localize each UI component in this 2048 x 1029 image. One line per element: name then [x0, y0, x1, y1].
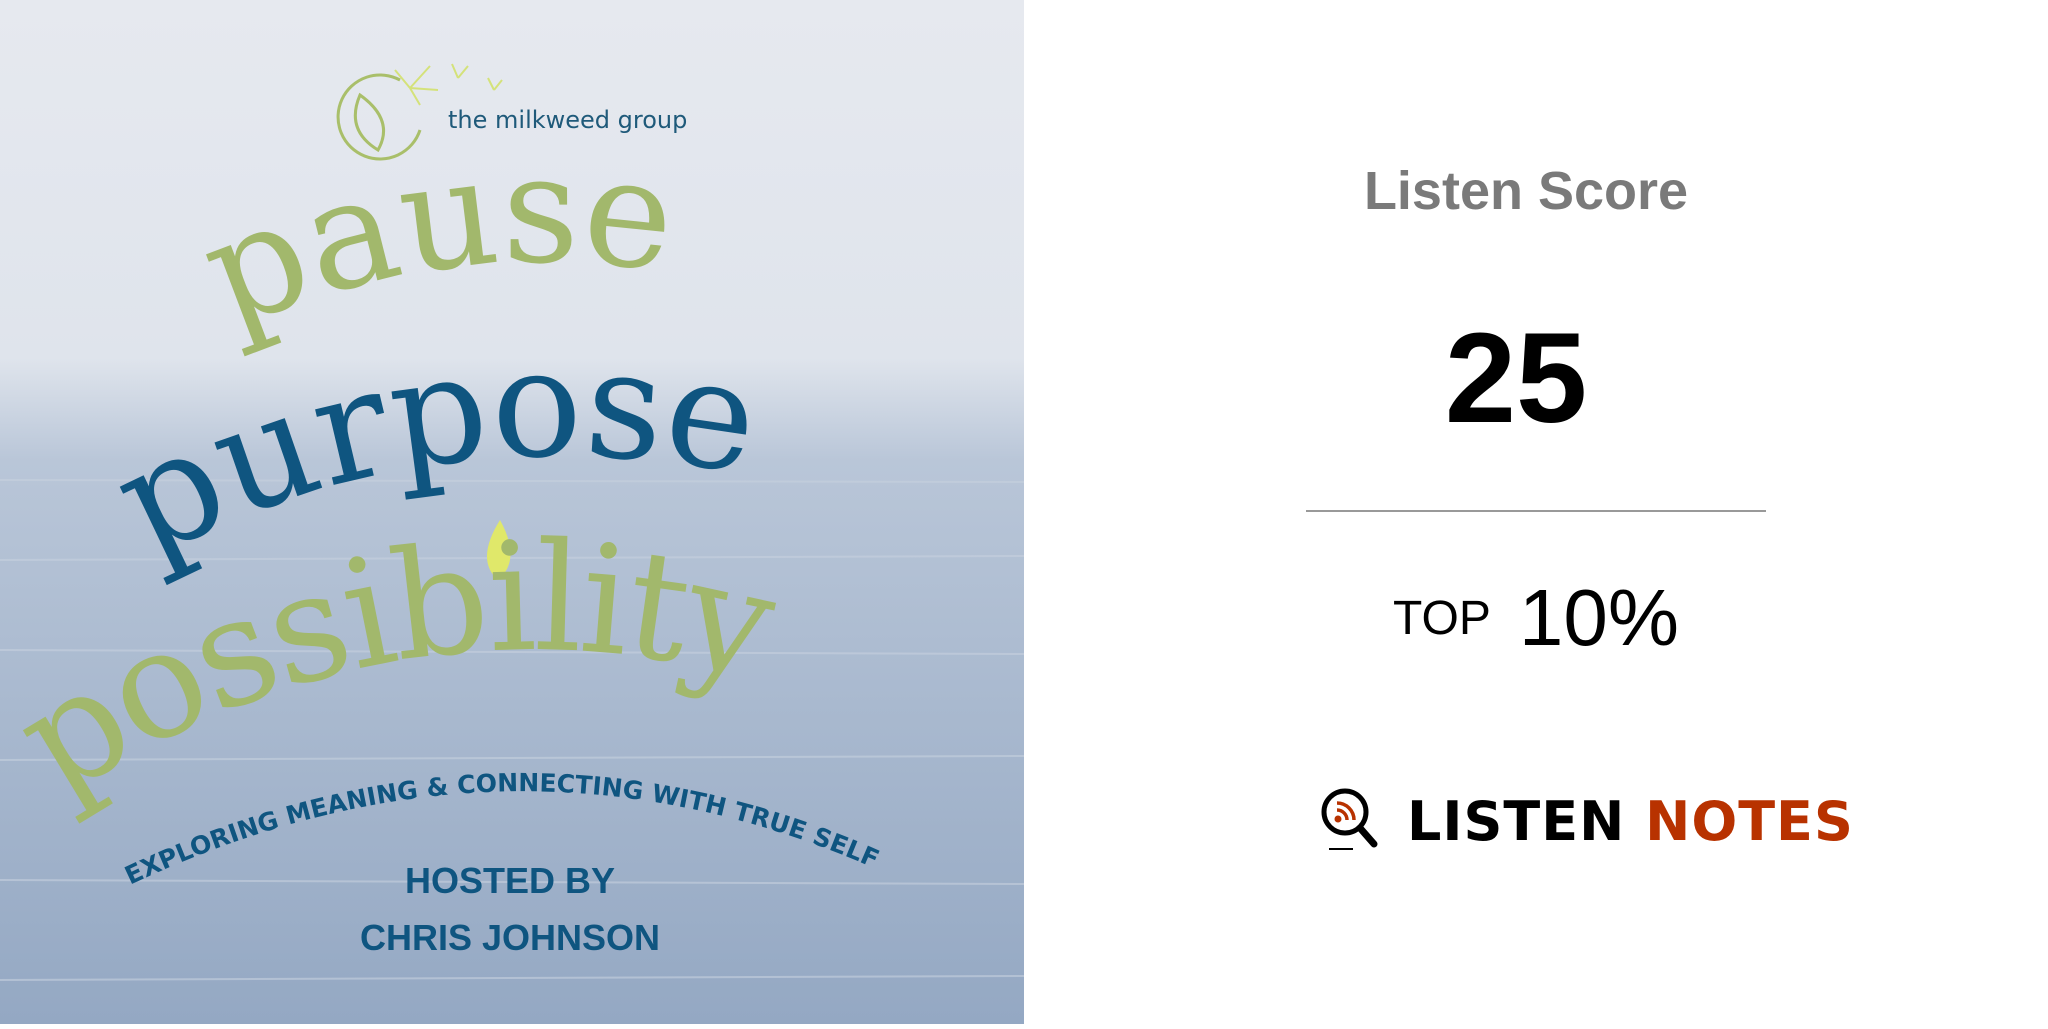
listen-score-title: Listen Score: [1363, 161, 1689, 221]
listen-score-panel: Listen Score 25 TOP 10% LISTEN NOTES: [1024, 0, 2048, 1024]
top-value: 10%: [1518, 573, 1679, 662]
podcast-cover-art: the milkweed group pause purpose possibi…: [0, 0, 1025, 1024]
water-ripples: [0, 479, 1025, 981]
hosted-by-label: HOSTED BY: [405, 860, 615, 901]
brand-name: the milkweed group: [448, 106, 687, 134]
divider: [1306, 510, 1766, 512]
milkweed-logo-icon: [336, 63, 503, 161]
host-name: CHRIS JOHNSON: [360, 917, 660, 958]
listen-score-value: 25: [1444, 307, 1588, 450]
logo-notes: NOTES: [1645, 789, 1854, 853]
logo-listen: LISTEN: [1407, 789, 1626, 853]
top-percentile: TOP 10%: [1024, 572, 2048, 664]
flame-icon: [486, 520, 511, 580]
listen-notes-logo: LISTEN NOTES: [1319, 786, 1854, 856]
sea-background: [0, 0, 1024, 1024]
cover-art-graphic: the milkweed group pause purpose possibi…: [0, 0, 1025, 1024]
top-label: TOP: [1393, 591, 1491, 645]
magnifier-podcast-icon: [1321, 788, 1378, 850]
listen-notes-wordmark: LISTEN NOTES: [1407, 790, 1854, 853]
